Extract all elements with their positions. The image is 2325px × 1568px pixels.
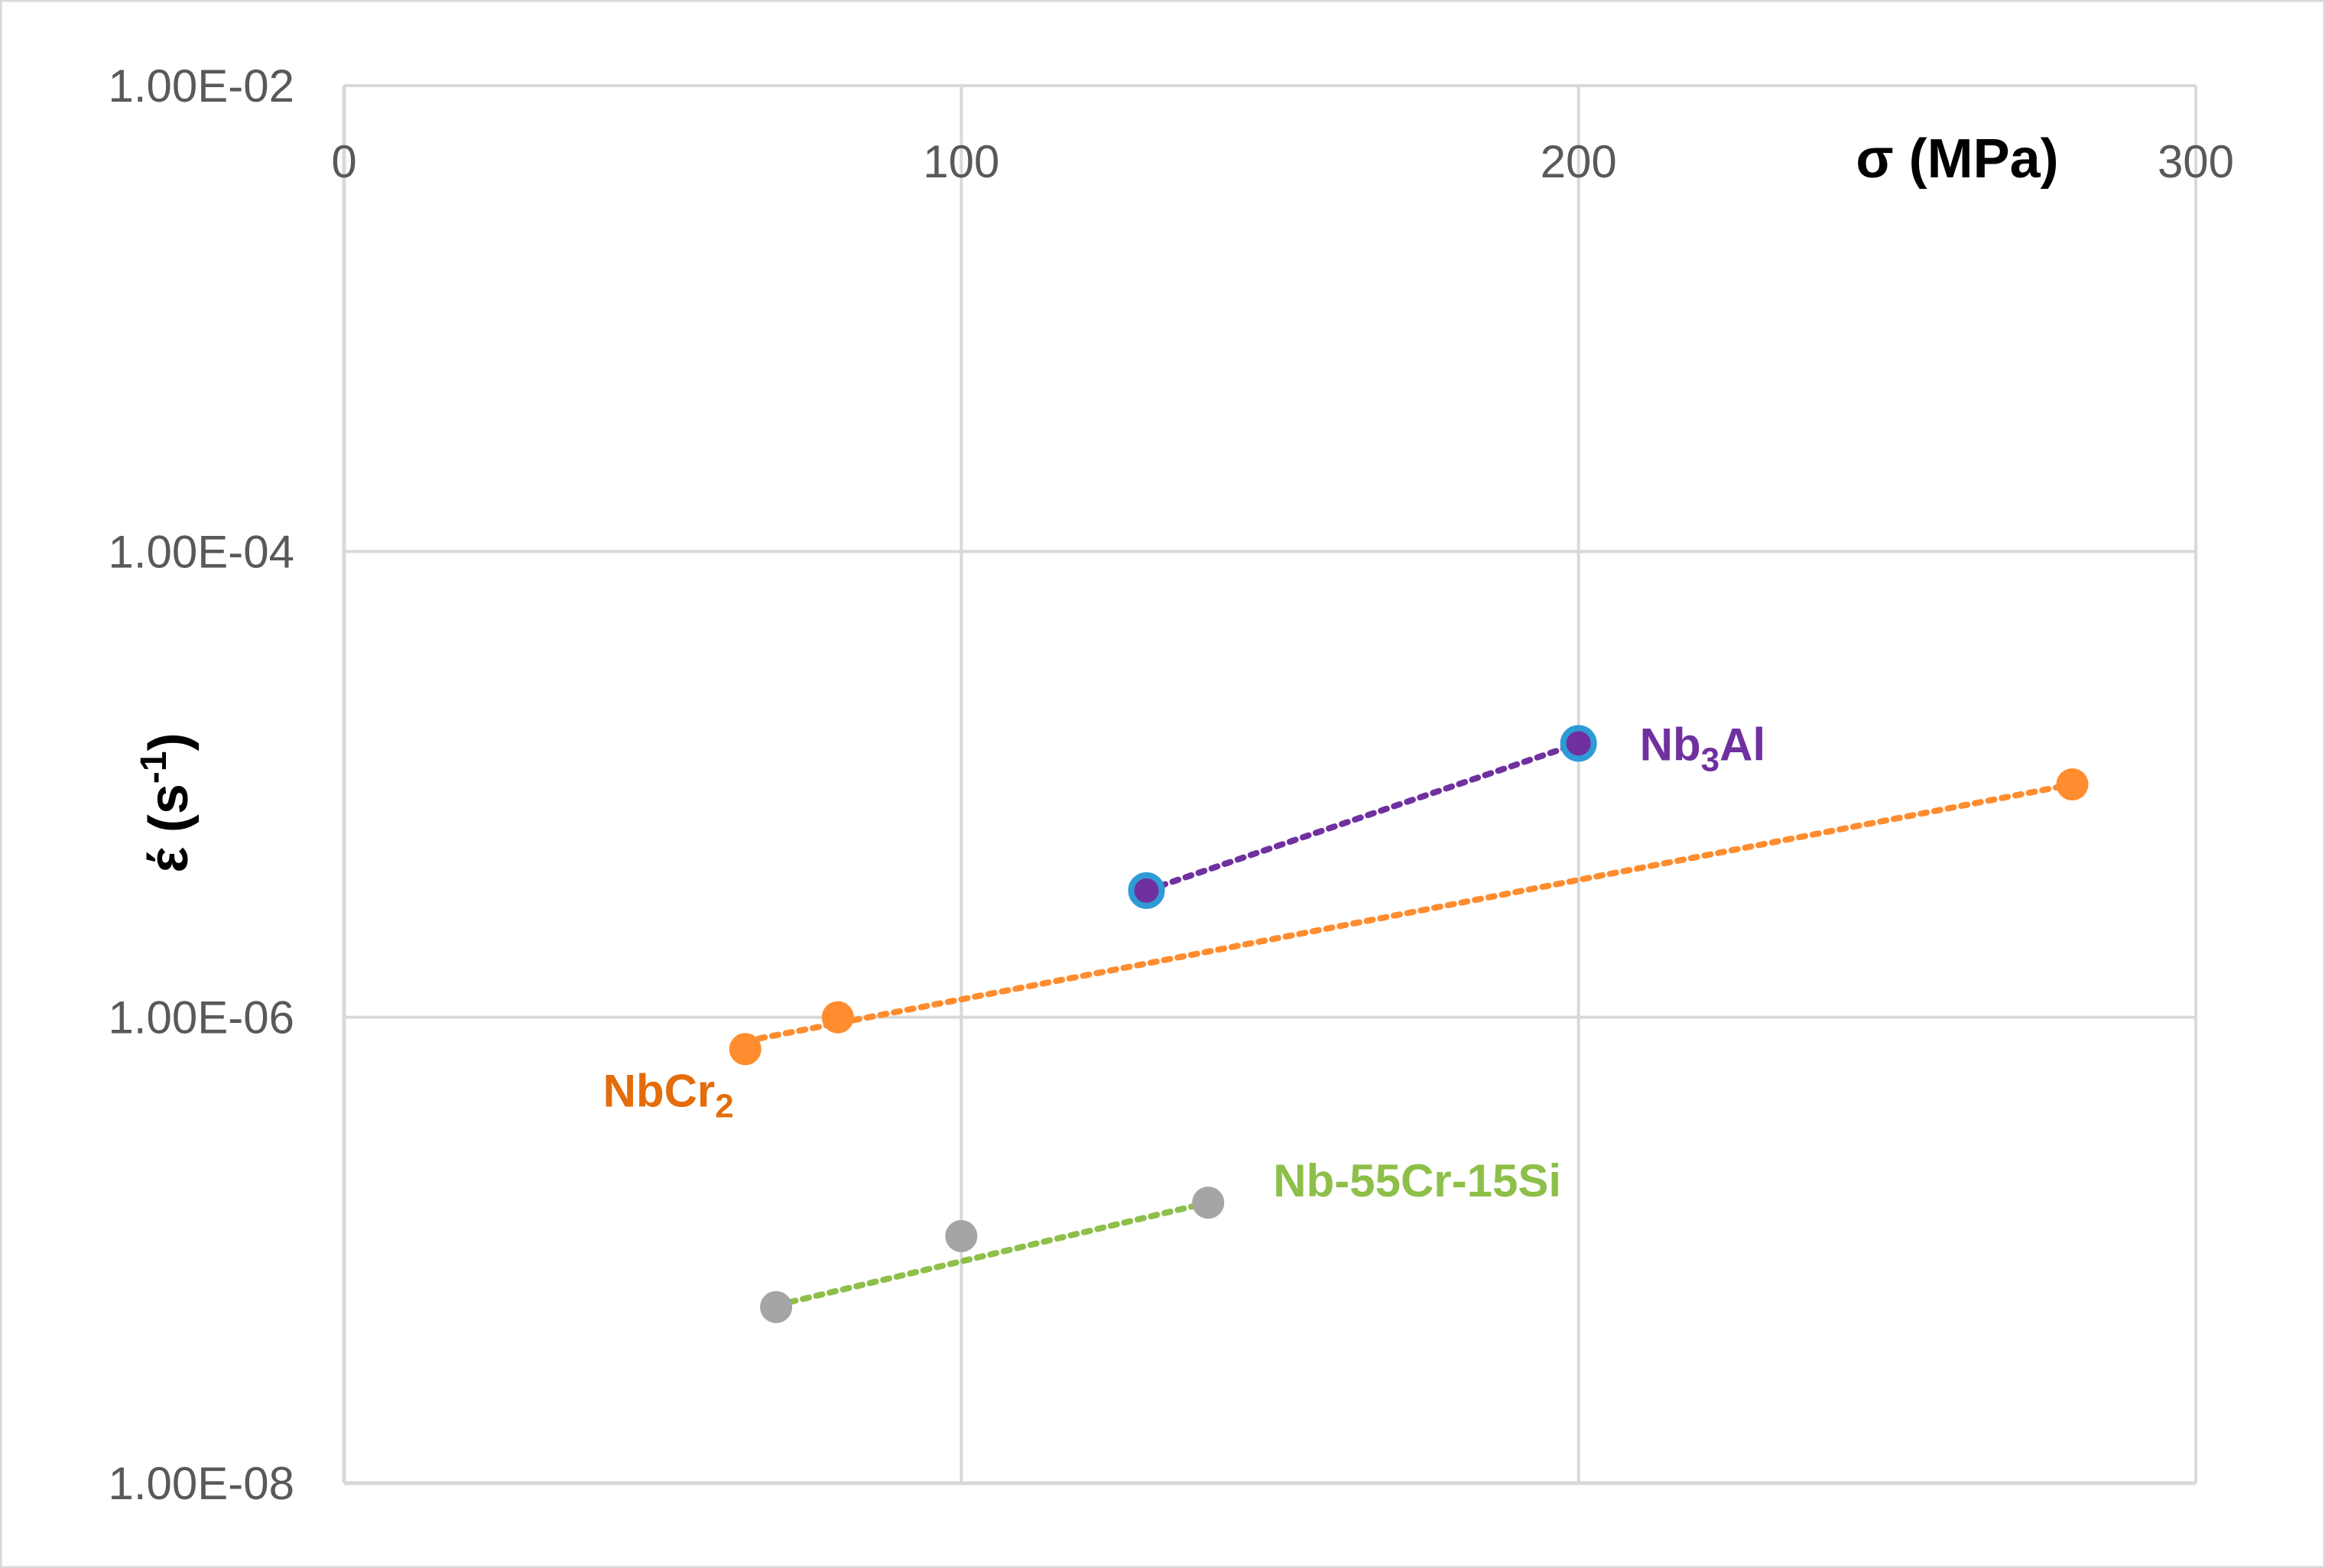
data-point-nb-55cr-15si	[1192, 1187, 1225, 1219]
series-label-nbcr2: NbCr2	[603, 1065, 734, 1125]
series-label-subscript: 2	[715, 1087, 733, 1125]
series-label-end: Al	[1719, 719, 1765, 770]
series-label-nb-55cr-15si: Nb-55Cr-15Si	[1273, 1155, 1561, 1206]
y-tick-labels: 1.00E-02 1.00E-04 1.00E-06 1.00E-08	[108, 60, 294, 1509]
trendline-nb3al	[1143, 740, 1582, 894]
trendline-nbcr2	[742, 781, 2076, 1044]
x-tick-labels: 0 100 200 300	[331, 136, 2234, 187]
data-point-nbcr2	[729, 1033, 761, 1066]
plot-area-frame	[342, 86, 2196, 1485]
series-label-base: Nb	[1640, 719, 1701, 770]
data-point-nbcr2	[821, 1001, 854, 1034]
data-point-nb3al	[1128, 872, 1165, 909]
y-tick-label: 1.00E-04	[108, 526, 294, 577]
x-tick-label: 200	[1541, 136, 1617, 187]
data-point-nb-55cr-15si	[945, 1219, 978, 1252]
trendlines	[742, 740, 2076, 1309]
x-tick-label: 300	[2158, 136, 2234, 187]
y-axis-title-base: έ (s	[138, 784, 200, 873]
series-label-base: Nb-55Cr-15Si	[1273, 1155, 1561, 1206]
data-point-nb-55cr-15si	[760, 1290, 793, 1323]
x-tick-label: 0	[331, 136, 356, 187]
data-point-nbcr2	[2056, 768, 2089, 800]
series-labels: Nb3Al NbCr2 Nb-55Cr-15Si	[603, 719, 1766, 1206]
y-tick-label: 1.00E-02	[108, 60, 294, 112]
y-axis-title-end: )	[138, 732, 200, 751]
x-tick-label: 100	[923, 136, 999, 187]
series-label-base: NbCr	[603, 1065, 716, 1116]
data-point-nb3al	[1560, 725, 1597, 762]
data-points	[729, 725, 2089, 1323]
y-tick-label: 1.00E-08	[108, 1458, 294, 1509]
trendline-nb-55cr-15si	[773, 1200, 1212, 1309]
series-label-subscript: 3	[1701, 741, 1719, 778]
y-axis-title-superscript: -1	[134, 751, 174, 784]
x-axis-title: σ (MPa)	[1856, 128, 2058, 190]
series-label-nb3al: Nb3Al	[1640, 719, 1765, 778]
y-axis-title: έ (s-1)	[134, 732, 200, 872]
gridlines	[344, 84, 2197, 1483]
y-tick-label: 1.00E-06	[108, 992, 294, 1044]
